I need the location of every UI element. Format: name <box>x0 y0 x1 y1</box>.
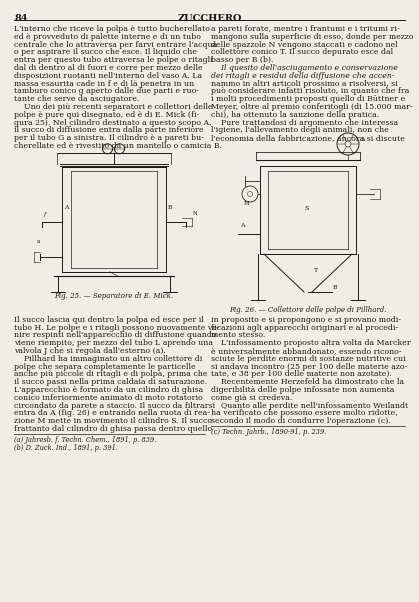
Text: valvola J che si regola dall'esterno (a).: valvola J che si regola dall'esterno (a)… <box>14 347 166 355</box>
Text: zione M mette in movimento il cilindro S. Il succo: zione M mette in movimento il cilindro S… <box>14 417 212 425</box>
Text: conico inferiormente animato di moto rotatorio: conico inferiormente animato di moto rot… <box>14 394 203 402</box>
Text: Il succo lascia qui dentro la polpa ed esce per il: Il succo lascia qui dentro la polpa ed e… <box>14 316 204 324</box>
Text: ZUCCHERO: ZUCCHERO <box>177 14 242 23</box>
Text: massa esaurita cade in f e di là penetra in un: massa esaurita cade in f e di là penetra… <box>14 79 194 88</box>
Text: il succo passi nella prima caldaia di saturazione.: il succo passi nella prima caldaia di sa… <box>14 378 207 386</box>
Text: collettore conico T. Il succo depurato esce dal: collettore conico T. Il succo depurato e… <box>211 48 393 57</box>
Text: dei ritagli e residui della diffusione che accen-: dei ritagli e residui della diffusione c… <box>211 72 395 80</box>
Text: cherellate ed è rivestito da un mantello o camicia B.: cherellate ed è rivestito da un mantello… <box>14 142 222 150</box>
Text: Meyer, oltre al premio conferitogli (di 15.000 mar-: Meyer, oltre al premio conferitogli (di … <box>211 103 413 111</box>
Text: 84: 84 <box>14 14 28 23</box>
Text: L'infossamento proposto altra volta da Marcker: L'infossamento proposto altra volta da M… <box>211 339 411 347</box>
Text: si andava incontro (25 per 100 delle materie azo-: si andava incontro (25 per 100 delle mat… <box>211 362 407 371</box>
Text: ficazioni agli apparecchi originari e al procedi-: ficazioni agli apparecchi originari e al… <box>211 324 398 332</box>
Text: A: A <box>65 205 69 210</box>
Text: in proposito e si propongono e si provano modi-: in proposito e si propongono e si provan… <box>211 316 401 324</box>
Text: tate, e 38 per 100 delle materie non azotate).: tate, e 38 per 100 delle materie non azo… <box>211 370 392 379</box>
Text: mento stesso.: mento stesso. <box>211 331 265 340</box>
Text: sciute le perdite enormi di sostanze nutritive cui: sciute le perdite enormi di sostanze nut… <box>211 355 406 363</box>
Text: a: a <box>36 239 40 244</box>
Text: polpe che separa completamente le particelle: polpe che separa completamente le partic… <box>14 362 196 371</box>
Text: digeribilità delle polpe infossate non aumenta: digeribilità delle polpe infossate non a… <box>211 386 394 394</box>
Text: Il quesito dell'asciugamento e conservazione: Il quesito dell'asciugamento e conservaz… <box>211 64 398 72</box>
Text: T: T <box>314 268 318 273</box>
Text: Uno dei più recenti separatori e collettori delle: Uno dei più recenti separatori e collett… <box>14 103 212 111</box>
Text: ed è provveduto di palette interne e di un tubo: ed è provveduto di palette interne e di … <box>14 33 201 41</box>
Text: Pillhard ha immaginato un altro collettore di: Pillhard ha immaginato un altro colletto… <box>14 355 202 363</box>
Text: viene riempito, per mezzo del tubo L aprendo una: viene riempito, per mezzo del tubo L apr… <box>14 339 213 347</box>
Text: i molti procedimenti proposti quello di Büttner e: i molti procedimenti proposti quello di … <box>211 95 405 103</box>
Text: frattanto dal cilindro di ghisa passa dentro quello: frattanto dal cilindro di ghisa passa de… <box>14 425 212 433</box>
Text: gura 25). Nel cilindro destinato a questo scopo A,: gura 25). Nel cilindro destinato a quest… <box>14 119 212 126</box>
Text: come già si credeva.: come già si credeva. <box>211 394 292 402</box>
Text: o per aspirare il succo che esce. Il liquido che: o per aspirare il succo che esce. Il liq… <box>14 48 197 57</box>
Text: disposizioni ruotanti nell'interno del vaso A. La: disposizioni ruotanti nell'interno del v… <box>14 72 202 80</box>
Text: Pure trattandosi di argomento che interessa: Pure trattandosi di argomento che intere… <box>211 119 398 126</box>
Text: Quanto alle perdite nell'infossamento Weilandt: Quanto alle perdite nell'infossamento We… <box>211 402 408 409</box>
Text: ha verificato che possono essere molto ridotte,: ha verificato che possono essere molto r… <box>211 409 398 417</box>
Text: tante che serve da asciugatore.: tante che serve da asciugatore. <box>14 95 140 103</box>
Text: l'economia della fabbricazione, ancora si discute: l'economia della fabbricazione, ancora s… <box>211 134 405 142</box>
Text: mangono sulla superficie di esso, donde per mezzo: mangono sulla superficie di esso, donde … <box>211 33 414 41</box>
Text: polpe è pure qui disegnato, ed è di E. Mick (fi-: polpe è pure qui disegnato, ed è di E. M… <box>14 111 199 119</box>
Text: (c) Techn. Jahrb., 1890-91, p. 239.: (c) Techn. Jahrb., 1890-91, p. 239. <box>211 428 326 436</box>
Text: nire respinti nell'apparecchio di diffusione quando: nire respinti nell'apparecchio di diffus… <box>14 331 217 340</box>
Text: L'interno che riceve la polpa è tutto bucherellato: L'interno che riceve la polpa è tutto bu… <box>14 25 210 33</box>
Text: S: S <box>304 206 308 211</box>
Text: nammo in altri articoli prossimo a risolversi, si: nammo in altri articoli prossimo a risol… <box>211 79 398 88</box>
Text: delle spazzole N vengono staccati e cadono nel: delle spazzole N vengono staccati e cado… <box>211 40 398 49</box>
Text: (a) Jahresb. f. Techn. Chem., 1891, p. 839.: (a) Jahresb. f. Techn. Chem., 1891, p. 8… <box>14 436 156 444</box>
Text: dal di dentro al di fuori e corre per mezzo delle: dal di dentro al di fuori e corre per me… <box>14 64 203 72</box>
Text: (b) D. Zuck. Ind., 1891, p. 391.: (b) D. Zuck. Ind., 1891, p. 391. <box>14 444 118 452</box>
Text: A: A <box>240 223 245 228</box>
Text: N: N <box>192 211 197 216</box>
Text: entra per questo tubo attraversa le polpe o ritagli: entra per questo tubo attraversa le polp… <box>14 56 213 64</box>
Text: chi), ha ottenuto la sanzione della pratica.: chi), ha ottenuto la sanzione della prat… <box>211 111 379 119</box>
Text: Fig. 25. — Separatore di E. Mick.: Fig. 25. — Separatore di E. Mick. <box>54 292 173 300</box>
Text: a pareti forate, mentre i frantumi e i tritumi ri-: a pareti forate, mentre i frantumi e i t… <box>211 25 400 33</box>
Text: è universalmente abbandonato, essendo ricono-: è universalmente abbandonato, essendo ri… <box>211 347 401 355</box>
Text: centrale che lo attraversa per farvi entrare l'acqua: centrale che lo attraversa per farvi ent… <box>14 40 217 49</box>
Text: L'apparecchio è formato da un cilindro di ghisa: L'apparecchio è formato da un cilindro d… <box>14 386 203 394</box>
Text: M: M <box>244 201 250 206</box>
Text: il succo di diffusione entra dalla parte inferiore: il succo di diffusione entra dalla parte… <box>14 126 204 134</box>
Text: tamburo conico g aperto dalle due parti e ruo-: tamburo conico g aperto dalle due parti … <box>14 87 199 95</box>
Text: può considerare infatti risoluto, in quanto che fra: può considerare infatti risoluto, in qua… <box>211 87 409 95</box>
Text: A: A <box>360 137 365 142</box>
Text: Fig. 26. — Collettore delle polpe di Pillhard.: Fig. 26. — Collettore delle polpe di Pil… <box>229 306 387 314</box>
Text: per il tubo G a sinistra. Il cilindro è a pareti bu-: per il tubo G a sinistra. Il cilindro è … <box>14 134 204 142</box>
Text: entra da A (fig. 26) e entrando nella ruota di rea-: entra da A (fig. 26) e entrando nella ru… <box>14 409 210 417</box>
Text: B: B <box>333 285 337 290</box>
Text: tubo H. Le polpe e i ritagli possono nuovamente ve-: tubo H. Le polpe e i ritagli possono nuo… <box>14 324 220 332</box>
Text: B: B <box>168 205 172 210</box>
Text: Recentemente Herzefeld ha dimostrato che la: Recentemente Herzefeld ha dimostrato che… <box>211 378 404 386</box>
Text: secondo il modo di condurre l'operazione (c).: secondo il modo di condurre l'operazione… <box>211 417 391 425</box>
Text: anche più piccole di ritagli e di polpa, prima che: anche più piccole di ritagli e di polpa,… <box>14 370 207 379</box>
Text: l'igiene, l'allevamento degli animali, non che: l'igiene, l'allevamento degli animali, n… <box>211 126 389 134</box>
Text: basso per B (b).: basso per B (b). <box>211 56 274 64</box>
Text: circondato da parete a staccio. Il succo da filtrarsi: circondato da parete a staccio. Il succo… <box>14 402 215 409</box>
Text: f: f <box>44 212 46 217</box>
